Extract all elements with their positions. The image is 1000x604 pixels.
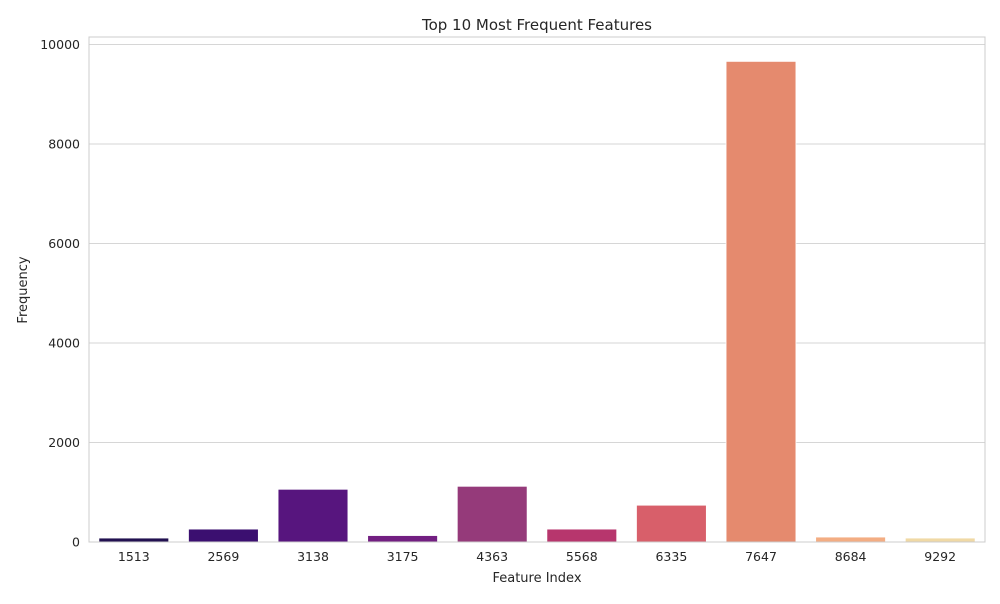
bar-7647 <box>725 60 797 543</box>
x-axis-label: Feature Index <box>492 571 581 586</box>
bar-9292 <box>904 537 976 543</box>
bar-2569 <box>188 528 259 543</box>
x-tick-label: 4363 <box>476 549 508 564</box>
bar-8684 <box>815 536 886 543</box>
bar-3175 <box>367 535 438 543</box>
x-tick-label: 1513 <box>118 549 150 564</box>
y-tick-label: 0 <box>72 535 80 550</box>
bars-layer <box>98 60 976 543</box>
y-tick-label: 8000 <box>48 136 80 151</box>
x-tick-label: 7647 <box>745 549 777 564</box>
bar-5568 <box>546 528 618 543</box>
plot-border <box>88 36 986 543</box>
x-tick-label: 3175 <box>387 549 419 564</box>
bar-3138 <box>277 488 349 543</box>
x-tick-label: 6335 <box>655 549 687 564</box>
x-tick-labels: 1513 2569 3138 3175 4363 5568 6335 7647 8684 9292 <box>118 549 956 564</box>
plot-frame <box>88 36 986 543</box>
x-tick-label: 5568 <box>566 549 598 564</box>
y-tick-label: 2000 <box>48 435 80 450</box>
y-axis-label: Frequency <box>16 256 31 323</box>
x-tick-label: 2569 <box>207 549 239 564</box>
y-tick-labels: 0 2000 4000 6000 8000 10000 <box>40 37 80 550</box>
bar-1513 <box>98 537 170 543</box>
y-tick-label: 6000 <box>48 236 80 251</box>
bar-6335 <box>636 504 707 543</box>
x-tick-label: 8684 <box>835 549 867 564</box>
x-tick-label: 3138 <box>297 549 329 564</box>
y-tick-label: 4000 <box>48 335 80 350</box>
y-tick-label: 10000 <box>40 37 80 52</box>
chart-title: Top 10 Most Frequent Features <box>421 16 652 34</box>
x-tick-label: 9292 <box>924 549 956 564</box>
grid-layer <box>89 43 985 543</box>
bar-4363 <box>456 485 528 543</box>
